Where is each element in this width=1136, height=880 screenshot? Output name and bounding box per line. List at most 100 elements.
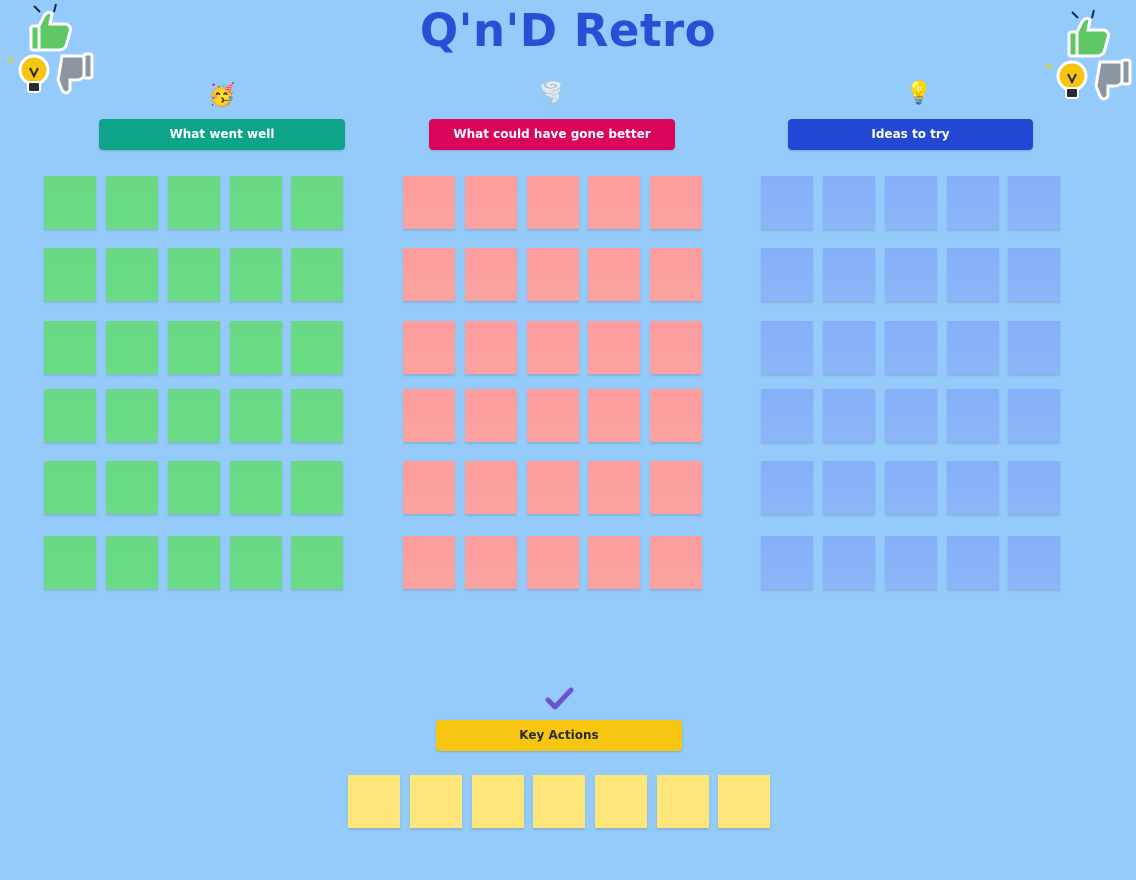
ideas-to-try-sticky-note[interactable] — [885, 176, 937, 229]
could-be-better-sticky-note[interactable] — [465, 248, 517, 301]
could-be-better-sticky-note[interactable] — [588, 176, 640, 229]
ideas-to-try-sticky-note[interactable] — [885, 389, 937, 442]
went-well-sticky-note[interactable] — [291, 536, 343, 589]
could-be-better-sticky-note[interactable] — [403, 389, 455, 442]
ideas-to-try-sticky-note[interactable] — [823, 176, 875, 229]
ideas-to-try-sticky-note[interactable] — [885, 248, 937, 301]
could-be-better-sticky-note[interactable] — [650, 536, 702, 589]
could-be-better-sticky-note[interactable] — [588, 536, 640, 589]
could-be-better-sticky-note[interactable] — [465, 321, 517, 374]
could-be-better-sticky-note[interactable] — [465, 389, 517, 442]
went-well-sticky-note[interactable] — [291, 248, 343, 301]
could-be-better-sticky-note[interactable] — [650, 321, 702, 374]
key-action-sticky-note[interactable] — [410, 775, 462, 828]
went-well-sticky-note[interactable] — [168, 321, 220, 374]
went-well-sticky-note[interactable] — [230, 321, 282, 374]
could-be-better-sticky-note[interactable] — [403, 176, 455, 229]
could-be-better-sticky-note[interactable] — [465, 536, 517, 589]
ideas-to-try-sticky-note[interactable] — [947, 321, 999, 374]
went-well-sticky-note[interactable] — [106, 321, 158, 374]
went-well-sticky-note[interactable] — [106, 176, 158, 229]
went-well-sticky-note[interactable] — [230, 461, 282, 514]
could-be-better-sticky-note[interactable] — [650, 248, 702, 301]
could-be-better-sticky-note[interactable] — [403, 321, 455, 374]
ideas-to-try-sticky-note[interactable] — [1008, 536, 1060, 589]
went-well-sticky-note[interactable] — [291, 321, 343, 374]
ideas-to-try-sticky-note[interactable] — [947, 248, 999, 301]
went-well-sticky-note[interactable] — [230, 248, 282, 301]
column-header-what-could-have-gone-better[interactable]: What could have gone better — [429, 119, 675, 150]
ideas-to-try-sticky-note[interactable] — [823, 536, 875, 589]
ideas-to-try-sticky-note[interactable] — [885, 321, 937, 374]
ideas-to-try-sticky-note[interactable] — [761, 321, 813, 374]
could-be-better-sticky-note[interactable] — [527, 389, 579, 442]
ideas-to-try-sticky-note[interactable] — [947, 176, 999, 229]
went-well-sticky-note[interactable] — [230, 536, 282, 589]
ideas-to-try-sticky-note[interactable] — [761, 389, 813, 442]
ideas-to-try-sticky-note[interactable] — [823, 248, 875, 301]
could-be-better-sticky-note[interactable] — [588, 461, 640, 514]
went-well-sticky-note[interactable] — [168, 389, 220, 442]
ideas-to-try-sticky-note[interactable] — [1008, 389, 1060, 442]
went-well-sticky-note[interactable] — [106, 536, 158, 589]
could-be-better-sticky-note[interactable] — [527, 461, 579, 514]
key-action-sticky-note[interactable] — [348, 775, 400, 828]
key-action-sticky-note[interactable] — [472, 775, 524, 828]
key-action-sticky-note[interactable] — [657, 775, 709, 828]
ideas-to-try-sticky-note[interactable] — [885, 461, 937, 514]
went-well-sticky-note[interactable] — [106, 389, 158, 442]
column-header-what-went-well[interactable]: What went well — [99, 119, 345, 150]
could-be-better-sticky-note[interactable] — [403, 248, 455, 301]
went-well-sticky-note[interactable] — [168, 176, 220, 229]
key-actions-header[interactable]: Key Actions — [436, 720, 682, 751]
ideas-to-try-sticky-note[interactable] — [1008, 248, 1060, 301]
key-action-sticky-note[interactable] — [718, 775, 770, 828]
could-be-better-sticky-note[interactable] — [527, 176, 579, 229]
ideas-to-try-sticky-note[interactable] — [947, 461, 999, 514]
could-be-better-sticky-note[interactable] — [403, 536, 455, 589]
went-well-sticky-note[interactable] — [44, 536, 96, 589]
could-be-better-sticky-note[interactable] — [588, 321, 640, 374]
ideas-to-try-sticky-note[interactable] — [823, 389, 875, 442]
went-well-sticky-note[interactable] — [291, 176, 343, 229]
ideas-to-try-sticky-note[interactable] — [823, 321, 875, 374]
went-well-sticky-note[interactable] — [168, 536, 220, 589]
could-be-better-sticky-note[interactable] — [650, 389, 702, 442]
could-be-better-sticky-note[interactable] — [588, 248, 640, 301]
went-well-sticky-note[interactable] — [44, 389, 96, 442]
went-well-sticky-note[interactable] — [168, 248, 220, 301]
ideas-to-try-sticky-note[interactable] — [761, 248, 813, 301]
went-well-sticky-note[interactable] — [230, 389, 282, 442]
ideas-to-try-sticky-note[interactable] — [1008, 461, 1060, 514]
ideas-to-try-sticky-note[interactable] — [885, 536, 937, 589]
ideas-to-try-sticky-note[interactable] — [761, 461, 813, 514]
could-be-better-sticky-note[interactable] — [527, 321, 579, 374]
went-well-sticky-note[interactable] — [291, 461, 343, 514]
went-well-sticky-note[interactable] — [44, 461, 96, 514]
key-action-sticky-note[interactable] — [595, 775, 647, 828]
could-be-better-sticky-note[interactable] — [650, 461, 702, 514]
went-well-sticky-note[interactable] — [44, 248, 96, 301]
ideas-to-try-sticky-note[interactable] — [1008, 321, 1060, 374]
went-well-sticky-note[interactable] — [230, 176, 282, 229]
could-be-better-sticky-note[interactable] — [527, 536, 579, 589]
ideas-to-try-sticky-note[interactable] — [947, 389, 999, 442]
went-well-sticky-note[interactable] — [106, 248, 158, 301]
could-be-better-sticky-note[interactable] — [527, 248, 579, 301]
could-be-better-sticky-note[interactable] — [588, 389, 640, 442]
could-be-better-sticky-note[interactable] — [465, 461, 517, 514]
ideas-to-try-sticky-note[interactable] — [823, 461, 875, 514]
ideas-to-try-sticky-note[interactable] — [761, 536, 813, 589]
key-action-sticky-note[interactable] — [533, 775, 585, 828]
went-well-sticky-note[interactable] — [106, 461, 158, 514]
went-well-sticky-note[interactable] — [291, 389, 343, 442]
ideas-to-try-sticky-note[interactable] — [947, 536, 999, 589]
went-well-sticky-note[interactable] — [44, 321, 96, 374]
went-well-sticky-note[interactable] — [168, 461, 220, 514]
could-be-better-sticky-note[interactable] — [650, 176, 702, 229]
ideas-to-try-sticky-note[interactable] — [1008, 176, 1060, 229]
column-header-ideas-to-try[interactable]: Ideas to try — [788, 119, 1033, 150]
went-well-sticky-note[interactable] — [44, 176, 96, 229]
could-be-better-sticky-note[interactable] — [403, 461, 455, 514]
ideas-to-try-sticky-note[interactable] — [761, 176, 813, 229]
